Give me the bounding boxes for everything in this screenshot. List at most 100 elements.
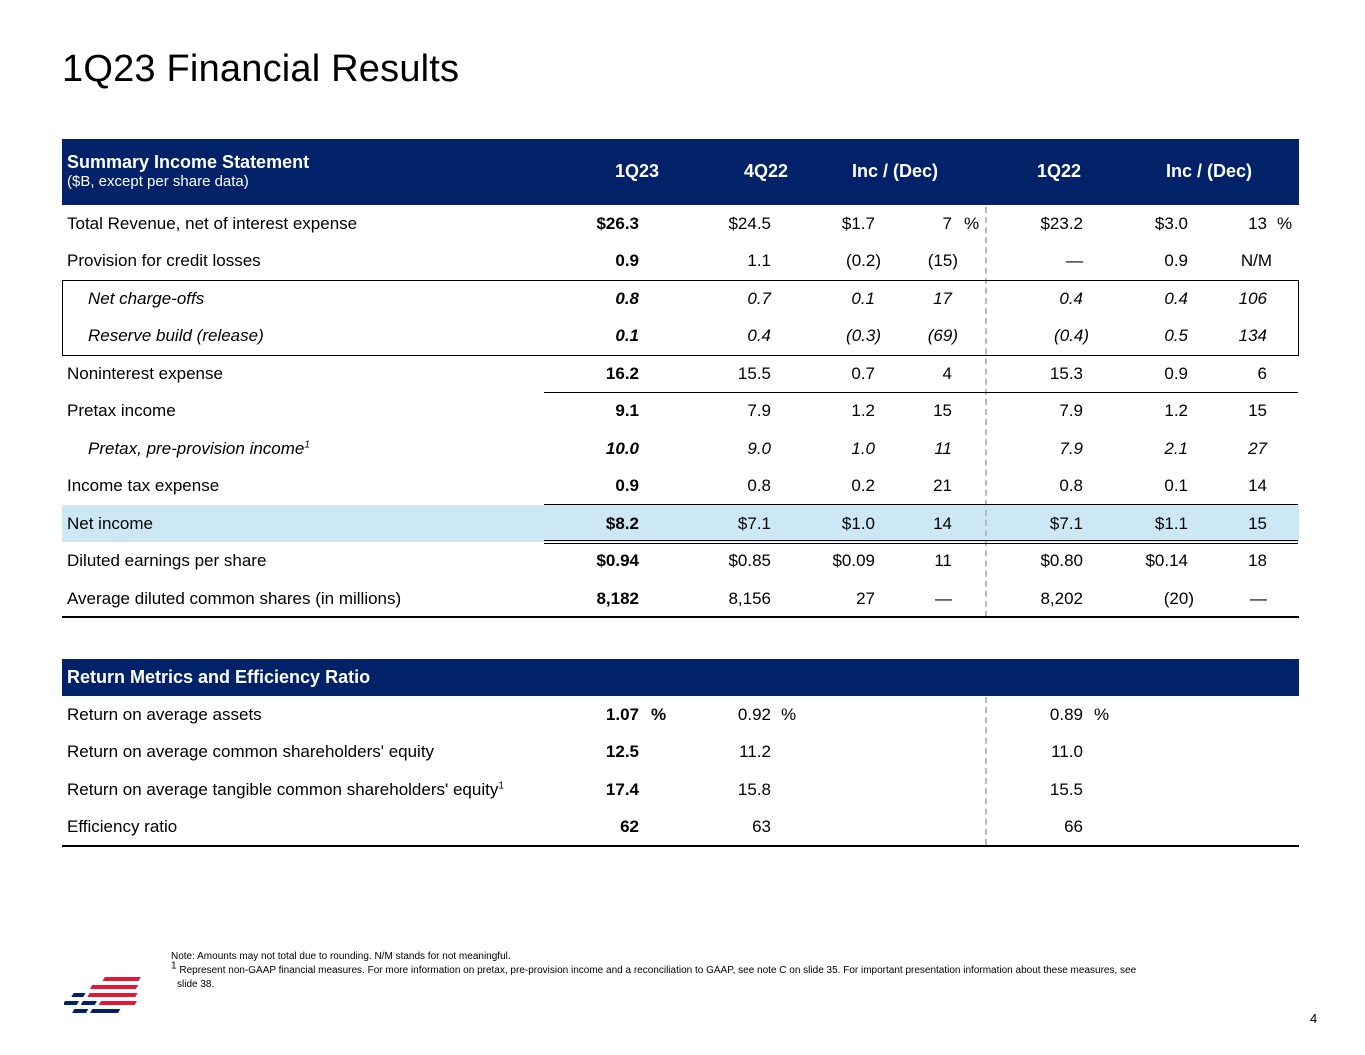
cell-4q22: 0.8 xyxy=(747,476,771,495)
cell-inc-q: 27 xyxy=(856,589,875,608)
cell-pct-q: 15 xyxy=(933,401,952,420)
column-separator xyxy=(985,697,987,845)
table-row: Return on average tangible common shareh… xyxy=(62,771,1299,808)
pct-sign: % xyxy=(651,705,667,724)
row-label: Average diluted common shares (in millio… xyxy=(67,589,402,608)
rule xyxy=(544,392,1298,393)
cell-pct-y: 134 xyxy=(1238,326,1267,345)
table-row: Pretax, pre-provision income1 10.0 9.0 1… xyxy=(62,430,1299,467)
logo-stripe xyxy=(98,1001,137,1005)
income-table-subtitle: ($B, except per share data) xyxy=(67,173,249,190)
cell-1q22: 15.5 xyxy=(1049,780,1083,799)
logo-stripe xyxy=(102,977,141,981)
cell-1q22: $0.80 xyxy=(1040,551,1083,570)
cell-pct-y: N/M xyxy=(1240,251,1272,270)
rule xyxy=(62,845,1299,847)
row-label: Net income xyxy=(67,514,153,533)
cell-inc-y: 0.9 xyxy=(1164,251,1188,270)
cell-4q22: $7.1 xyxy=(737,514,771,533)
row-label: Income tax expense xyxy=(67,476,220,495)
pct-sign: % xyxy=(1277,214,1293,233)
cell-inc-q: $1.0 xyxy=(841,514,875,533)
row-label: Provision for credit losses xyxy=(67,251,261,270)
cell-pct-y: 13 xyxy=(1248,214,1267,233)
cell-inc-q: 0.2 xyxy=(851,476,875,495)
cell-1q22: 0.4 xyxy=(1059,289,1083,308)
cell-pct-y: 14 xyxy=(1248,476,1267,495)
cell-1q23: $26.3 xyxy=(596,214,639,233)
cell-4q22: $24.5 xyxy=(728,214,771,233)
footnote-marker: 1 xyxy=(171,960,177,972)
bank-flag-logo-icon xyxy=(62,975,160,1032)
cell-inc-q: 1.2 xyxy=(851,401,875,420)
cell-pct-q: 11 xyxy=(934,439,952,458)
rule xyxy=(544,540,1298,541)
net-income-highlight xyxy=(62,505,1299,542)
cell-pct-y: 106 xyxy=(1238,289,1267,308)
footnote-1-cont: slide 38. xyxy=(177,979,215,990)
cell-pct-q: 11 xyxy=(934,551,952,570)
cell-1q22: 0.89 xyxy=(1049,705,1083,724)
cell-4q22: 7.9 xyxy=(747,401,771,420)
cell-inc-y: 0.1 xyxy=(1164,476,1188,495)
row-label: Reserve build (release) xyxy=(88,326,264,345)
row-label: Return on average assets xyxy=(67,705,262,724)
cell-4q22: 0.4 xyxy=(747,326,771,345)
col-header-1q22: 1Q22 xyxy=(1036,161,1082,181)
col-header-inc-dec-q: Inc / (Dec) xyxy=(851,161,939,181)
footnote-1: 1 Represent non-GAAP financial measures.… xyxy=(171,961,1137,976)
row-label-text: Pretax, pre-provision income xyxy=(88,439,305,458)
cell-pct-q: (69) xyxy=(927,326,958,345)
cell-inc-q: $1.7 xyxy=(841,214,875,233)
cell-inc-y: 0.5 xyxy=(1164,326,1188,345)
cell-pct-q: — xyxy=(935,589,952,608)
footnote-text: Represent non-GAAP financial measures. F… xyxy=(179,965,1137,976)
cell-inc-y: $1.1 xyxy=(1154,514,1188,533)
cell-1q23: 0.9 xyxy=(615,251,639,270)
cell-pct-q: 4 xyxy=(942,364,952,383)
cell-inc-y: 1.2 xyxy=(1164,401,1188,420)
cell-1q23: 0.9 xyxy=(615,476,639,495)
cell-1q22: $7.1 xyxy=(1049,514,1083,533)
row-label: Return on average tangible common shareh… xyxy=(67,780,504,800)
cell-1q22: 11.0 xyxy=(1051,742,1083,761)
cell-1q23: 10.0 xyxy=(605,439,639,458)
logo-stripe xyxy=(62,1001,79,1005)
cell-inc-y: (20) xyxy=(1163,589,1194,608)
cell-inc-y: $0.14 xyxy=(1145,551,1188,570)
table-row: Total Revenue, net of interest expense $… xyxy=(62,205,1299,242)
cell-1q23: 8,182 xyxy=(596,589,639,608)
cell-4q22: $0.85 xyxy=(728,551,771,570)
provision-detail-box xyxy=(62,280,1299,356)
cell-pct-q: 21 xyxy=(933,476,952,495)
cell-1q22: 8,202 xyxy=(1040,589,1083,608)
cell-4q22: 15.5 xyxy=(737,364,771,383)
cell-1q23: 0.1 xyxy=(615,326,639,345)
cell-4q22: 8,156 xyxy=(728,589,771,608)
row-label: Net charge-offs xyxy=(88,289,205,308)
cell-1q23: $8.2 xyxy=(605,514,639,533)
cell-1q23: 17.4 xyxy=(605,780,639,799)
return-table-title: Return Metrics and Efficiency Ratio xyxy=(67,667,371,687)
table-row: Efficiency ratio 62 63 66 xyxy=(62,808,1299,845)
table-row: Return on average assets 1.07 % 0.92 % 0… xyxy=(62,696,1299,733)
table-row: Pretax income 9.1 7.9 1.2 15 7.9 1.2 15 xyxy=(62,392,1299,429)
pct-sign: % xyxy=(1094,705,1110,724)
cell-pct-y: 18 xyxy=(1248,551,1267,570)
cell-1q22: (0.4) xyxy=(1054,326,1089,345)
cell-pct-q: 7 xyxy=(942,214,952,233)
col-header-1q23: 1Q23 xyxy=(614,161,660,181)
cell-pct-y: 15 xyxy=(1248,401,1267,420)
cell-4q22: 1.1 xyxy=(747,251,771,270)
cell-pct-y: 27 xyxy=(1248,439,1267,458)
logo-stripe xyxy=(90,1009,121,1013)
cell-inc-q: $0.09 xyxy=(832,551,875,570)
rule xyxy=(544,543,1298,544)
rule xyxy=(544,504,1298,505)
income-table-title: Summary Income Statement xyxy=(67,152,310,172)
cell-pct-q: 14 xyxy=(933,514,952,533)
column-separator xyxy=(985,207,987,617)
table-row: Net charge-offs 0.8 0.7 0.1 17 0.4 0.4 1… xyxy=(62,280,1299,317)
logo-stripe xyxy=(89,985,139,989)
cell-1q23: 12.5 xyxy=(605,742,639,761)
